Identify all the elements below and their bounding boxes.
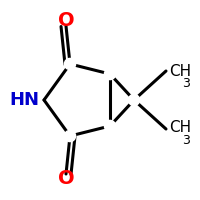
Text: 3: 3 <box>182 77 190 90</box>
Text: O: O <box>58 11 74 30</box>
Text: CH: CH <box>169 120 191 136</box>
Text: O: O <box>58 170 74 188</box>
Text: CH: CH <box>169 64 191 78</box>
Circle shape <box>104 120 116 132</box>
Text: 3: 3 <box>182 134 190 147</box>
Text: HN: HN <box>9 91 39 109</box>
Circle shape <box>64 58 76 70</box>
Circle shape <box>64 130 76 142</box>
Circle shape <box>104 68 116 80</box>
Circle shape <box>128 94 140 106</box>
